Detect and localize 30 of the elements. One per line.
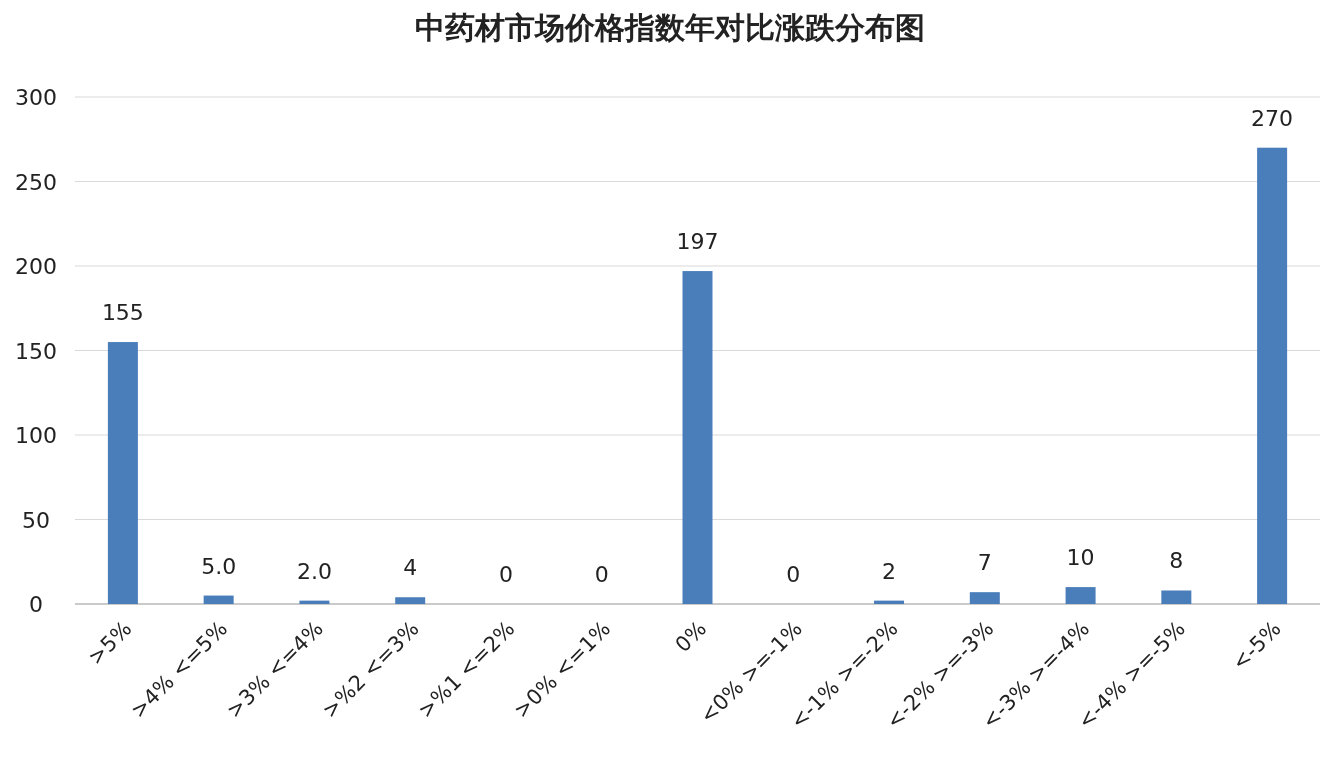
- data-label: 270: [1251, 105, 1294, 131]
- data-label: 0: [594, 562, 609, 587]
- bar: [1257, 147, 1288, 604]
- data-label: 2.0: [296, 558, 332, 584]
- bar: [395, 597, 426, 604]
- y-tick-label: 150: [15, 338, 57, 364]
- data-label: 0: [786, 562, 801, 587]
- x-tick-label: 0%: [670, 616, 712, 658]
- bar: [969, 592, 1000, 604]
- data-label: 0: [498, 562, 513, 587]
- bar: [203, 595, 234, 604]
- y-tick-label: 250: [15, 169, 57, 195]
- chart-title: 中药材市场价格指数年对比涨跌分布图: [415, 10, 925, 45]
- y-tick-label: 200: [15, 254, 57, 279]
- data-label: 2: [882, 558, 897, 584]
- y-tick-label: 50: [22, 507, 50, 533]
- y-tick-label: 300: [15, 85, 57, 110]
- bar: [682, 271, 713, 604]
- data-label: 7: [977, 550, 992, 576]
- data-label: 197: [676, 229, 719, 255]
- y-tick-label: 100: [15, 423, 57, 448]
- data-label: 5.0: [201, 553, 237, 579]
- y-tick-label: 0: [29, 592, 43, 617]
- bar: [1065, 587, 1096, 604]
- data-label: 8: [1169, 548, 1184, 574]
- data-label: 10: [1066, 545, 1095, 571]
- bar: [107, 342, 138, 604]
- data-label: 4: [403, 555, 418, 581]
- bar: [1161, 590, 1192, 604]
- data-label: 155: [101, 300, 144, 326]
